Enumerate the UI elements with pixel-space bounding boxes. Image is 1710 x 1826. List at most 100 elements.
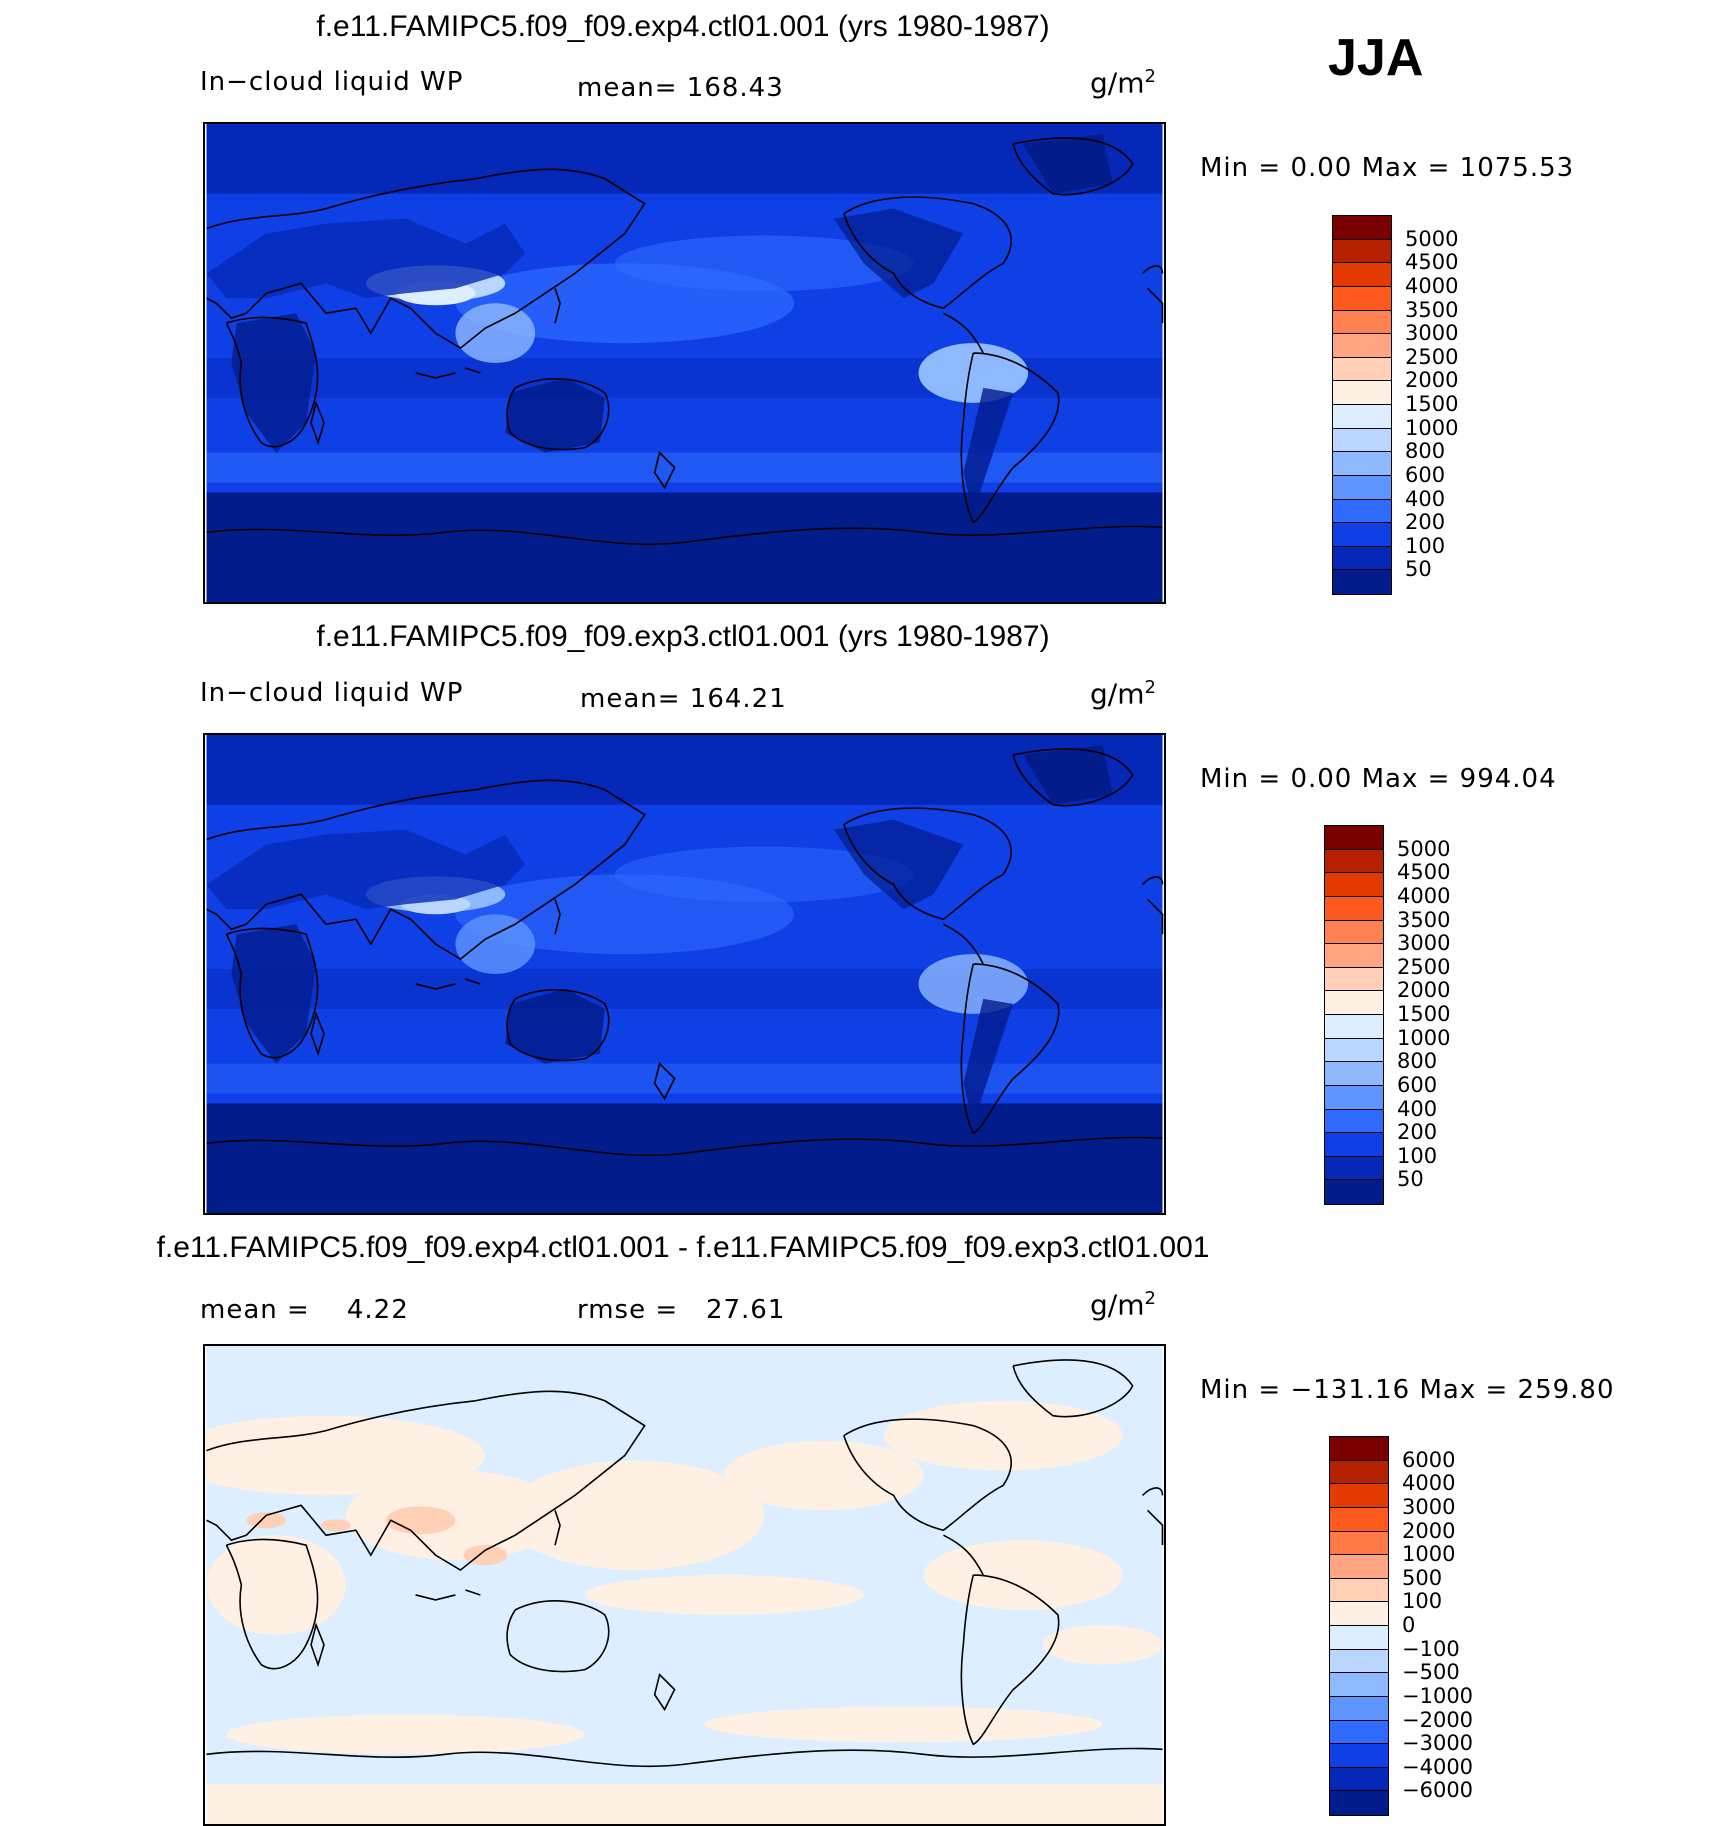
colorbar-swatch [1330, 1673, 1388, 1697]
greenland-dark [1023, 133, 1113, 194]
arctic-band [206, 735, 1163, 805]
panel3-minmax: Min = −131.16 Max = 259.80 [1200, 1375, 1615, 1405]
colorbar-tick-label: 100 [1397, 1143, 1438, 1168]
colorbar-tick-label: −2000 [1402, 1707, 1474, 1732]
africa-dark [231, 924, 317, 1064]
colorbar-tick-label: 200 [1397, 1120, 1438, 1145]
colorbar-swatch [1330, 1437, 1388, 1461]
panel1-colorbar [1332, 215, 1392, 595]
colorbar-tick-label: 400 [1397, 1096, 1438, 1121]
colorbar-swatch [1325, 967, 1383, 992]
panel3-map-svg [205, 1346, 1164, 1824]
colorbar-swatch [1325, 873, 1383, 897]
colorbar-tick-label: 3000 [1405, 321, 1459, 346]
coastlines [206, 748, 1164, 1157]
colorbar-tick-label: −500 [1402, 1660, 1460, 1685]
colorbar-swatch [1330, 1696, 1388, 1721]
colorbar-swatch [1325, 1133, 1383, 1157]
colorbar-tick-label: 4000 [1402, 1471, 1456, 1496]
colorbar-swatch [1333, 381, 1391, 405]
south-america-dark [963, 387, 1014, 513]
panel3-units: g/m2 [1090, 1288, 1156, 1322]
colorbar-swatch [1330, 1460, 1388, 1485]
colorbar-tick-label: 3500 [1405, 297, 1459, 322]
colorbar-swatch [1330, 1484, 1388, 1508]
colorbar-tick-label: −100 [1402, 1636, 1460, 1661]
colorbar-swatch [1333, 286, 1391, 311]
colorbar-swatch [1333, 428, 1391, 453]
colorbar-swatch [1325, 1085, 1383, 1110]
colorbar-tick-label: 6000 [1402, 1447, 1456, 1472]
panel2-title: f.e11.FAMIPC5.f09_f09.exp3.ctl01.001 (yr… [316, 620, 1050, 653]
north-pacific-light [614, 846, 914, 903]
colorbar-swatch [1330, 1531, 1388, 1556]
colorbar-tick-label: 4000 [1405, 273, 1459, 298]
storm-track-band [206, 1063, 1163, 1094]
panel2-variable: In−cloud liquid WP [200, 678, 464, 708]
south-america-bright [918, 343, 1029, 403]
colorbar-tick-label: 3000 [1402, 1494, 1456, 1519]
colorbar-swatch [1333, 405, 1391, 429]
colorbar-tick-label: −4000 [1402, 1754, 1474, 1779]
antarctic-band [206, 492, 1163, 602]
colorbar-swatch [1330, 1744, 1388, 1768]
panel1-variable: In−cloud liquid WP [200, 67, 464, 97]
panel2-colorbar [1324, 825, 1384, 1205]
colorbar-swatch [1325, 944, 1383, 968]
colorbar-tick-label: 1000 [1397, 1025, 1451, 1050]
colorbar-tick-label: 100 [1402, 1589, 1443, 1614]
colorbar-swatch [1325, 1015, 1383, 1039]
colorbar-tick-label: 0 [1402, 1613, 1416, 1637]
panel2-colorbar-labels: 5000 4500 4000 3500 3000 2500 2000 1500 1000 800 6… [1397, 825, 1517, 1205]
colorbar-swatch [1333, 546, 1391, 571]
colorbar-swatch [1325, 1180, 1383, 1204]
colorbar-swatch [1325, 991, 1383, 1015]
colorbar-tick-label: 600 [1405, 462, 1446, 487]
panel1-colorbar-labels: 5000 4500 4000 3500 3000 2500 2000 1500 1000 800 6… [1405, 215, 1525, 595]
panel1-units: g/m2 [1090, 66, 1156, 100]
colorbar-tick-label: 1000 [1402, 1542, 1456, 1567]
colorbar-swatch [1333, 334, 1391, 358]
coastlines [206, 1359, 1164, 1768]
eurasia-dark [206, 829, 526, 910]
colorbar-swatch [1333, 357, 1391, 382]
colorbar-swatch [1333, 310, 1391, 335]
colorbar-tick-label: −3000 [1402, 1731, 1474, 1756]
panel1-minmax: Min = 0.00 Max = 1075.53 [1200, 153, 1575, 183]
colorbar-tick-label: 800 [1397, 1049, 1438, 1074]
colorbar-swatch [1330, 1507, 1388, 1532]
colorbar-tick-label: −1000 [1402, 1683, 1474, 1708]
colorbar-tick-label: 2000 [1402, 1518, 1456, 1543]
arctic-band [206, 124, 1163, 194]
panel3-colorbar [1329, 1436, 1389, 1816]
colorbar-swatch [1330, 1578, 1388, 1603]
colorbar-tick-label: 500 [1402, 1565, 1443, 1590]
colorbar-swatch [1330, 1602, 1388, 1626]
colorbar-swatch [1333, 216, 1391, 240]
colorbar-tick-label: 5000 [1405, 226, 1459, 251]
australia-dark [505, 988, 605, 1064]
colorbar-tick-label: 50 [1397, 1167, 1424, 1192]
panel1-map-svg [206, 124, 1164, 602]
colorbar-swatch [1325, 1156, 1383, 1181]
colorbar-swatch [1330, 1555, 1388, 1579]
colorbar-swatch [1333, 570, 1391, 594]
colorbar-swatch [1330, 1649, 1388, 1674]
panel2-map-svg [206, 735, 1164, 1213]
colorbar-tick-label: 3000 [1397, 931, 1451, 956]
colorbar-tick-label: 4500 [1397, 860, 1451, 885]
panel2-mean: mean= 164.21 [580, 684, 787, 714]
panel2-units: g/m2 [1090, 677, 1156, 711]
colorbar-swatch [1333, 263, 1391, 287]
colorbar-tick-label: 2500 [1405, 344, 1459, 369]
panel1-map [203, 122, 1166, 604]
south-america-bright [918, 954, 1029, 1014]
colorbar-swatch [1325, 849, 1383, 874]
season-label: JJA [1328, 29, 1424, 87]
colorbar-tick-label: 4500 [1405, 250, 1459, 275]
coastlines [206, 137, 1164, 546]
panel3-mean: mean = 4.22 [200, 1295, 409, 1325]
panel2-map [203, 733, 1166, 1215]
colorbar-tick-label: 1500 [1397, 1002, 1451, 1026]
colorbar-swatch [1325, 1062, 1383, 1086]
